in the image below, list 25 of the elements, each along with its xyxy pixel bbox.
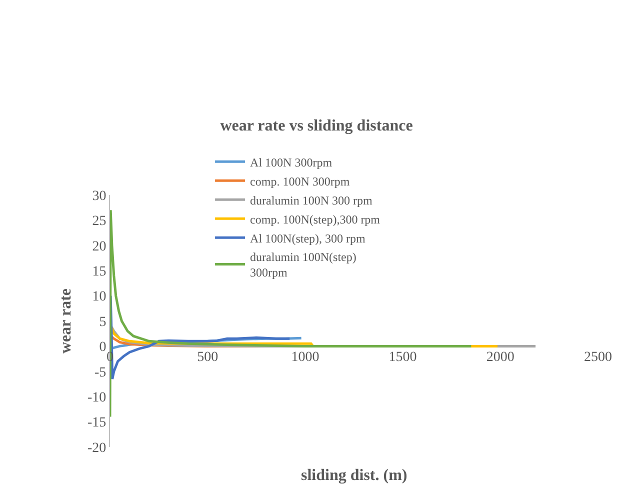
x-tick-label: 2500 [584, 350, 612, 366]
x-axis-title: sliding dist. (m) [301, 467, 408, 484]
legend-label: Al 100N 300rpm [250, 155, 333, 170]
y-tick-label: -15 [88, 416, 106, 431]
x-tick-label: 500 [197, 350, 218, 366]
y-tick-label: -20 [88, 440, 106, 456]
y-tick-label: 30 [92, 188, 106, 204]
legend-label: comp. 100N(step),300 rpm [250, 212, 381, 226]
legend-label: duralumin 100N 300 rpm [250, 193, 374, 208]
chart-title: wear rate vs sliding distance [220, 118, 413, 135]
y-tick-label: 20 [92, 239, 106, 254]
y-tick-label: 25 [92, 214, 106, 230]
y-tick-label: -5 [94, 365, 106, 380]
legend-label: comp. 100N 300rpm [250, 174, 350, 188]
y-tick-label: 15 [92, 264, 106, 280]
y-axis-title: wear rate [57, 288, 74, 354]
x-tick-label: 2000 [486, 350, 514, 366]
x-tick-label: 1000 [291, 350, 320, 366]
x-tick-label: 1500 [388, 350, 417, 366]
y-tick-label: 0 [99, 340, 106, 356]
y-tick-label: 5 [99, 314, 106, 330]
legend-label: duralumin 100N(step) 300rpm [250, 250, 356, 280]
y-tick-label: -10 [88, 390, 106, 406]
legend-label: Al 100N(step), 300 rpm [250, 231, 366, 246]
y-tick-label: 10 [92, 290, 106, 305]
